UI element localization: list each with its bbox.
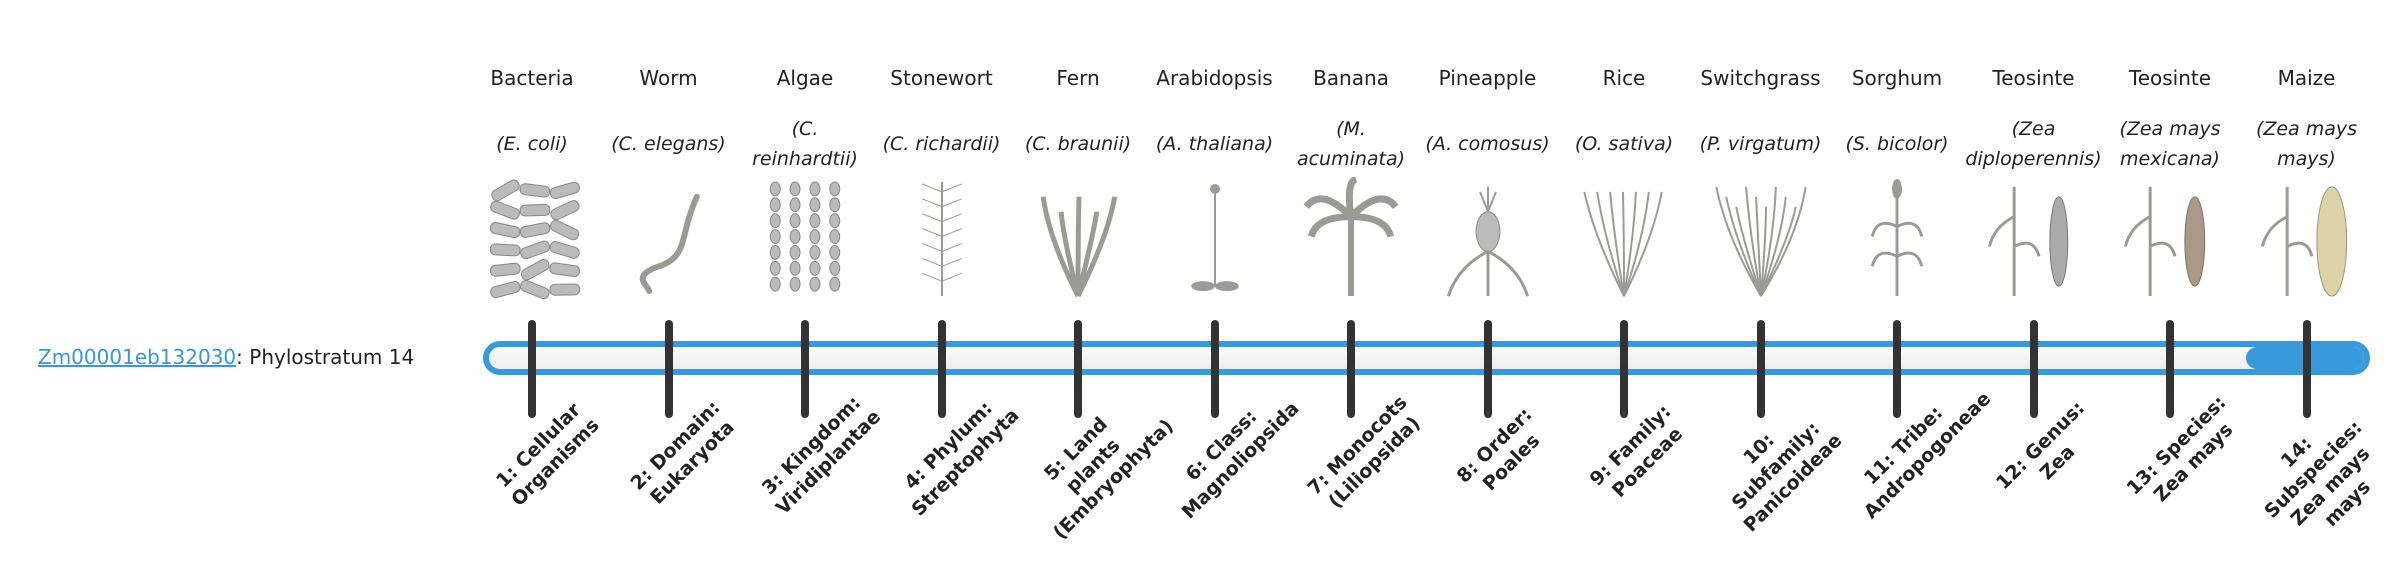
stratum-label: 14: Subspecies: Zea mays mays [2259, 416, 2375, 531]
algae-icon [737, 177, 873, 301]
organism-scientific-name: (E. coli) [496, 133, 568, 155]
teosinte-icon [2102, 177, 2238, 301]
organism-name: Maize [2277, 66, 2336, 90]
organism-scientific-name: (C. richardii) [882, 133, 1001, 155]
banana-icon [1283, 175, 1419, 301]
teosinte-icon [1966, 177, 2102, 301]
stratum-tick [1620, 320, 1628, 418]
organism-scientific-name: (O. sativa) [1574, 133, 1674, 155]
organism-name: Algae [776, 66, 834, 90]
organism-name: Teosinte [1992, 66, 2075, 90]
organism-name: Rice [1602, 66, 1646, 90]
stratum-label: 13: Species: Zea mays [2122, 391, 2238, 507]
stratum-tick [1483, 320, 1492, 418]
pineapple-icon [1420, 177, 1556, 301]
maize-icon [2239, 177, 2375, 301]
stratum-tick [1347, 320, 1355, 418]
stratum-label: 7: Monocots (Liliopsida) [1303, 391, 1425, 513]
organism-name: Banana [1313, 66, 1389, 90]
sorghum-icon [1829, 177, 1965, 301]
switchgrass-icon [1693, 177, 1829, 301]
organism-name: Arabidopsis [1156, 66, 1273, 90]
stratum-label: 11: Tribe: Andropogoneae [1859, 387, 1996, 524]
worm-icon [601, 177, 737, 301]
stratum-label: 3: Kingdom: Viridiplantae [757, 391, 886, 520]
stratum-tick [937, 320, 946, 418]
organism-name: Fern [1056, 66, 1100, 90]
stratum-tick [801, 320, 809, 418]
stratum-label: 10: Subfamily: Panicoideae [1727, 417, 1846, 537]
organism-scientific-name: (S. bicolor) [1845, 133, 1949, 155]
organism-scientific-name: (M. acuminata) [1296, 118, 1406, 170]
stratum-tick [1074, 320, 1082, 418]
stratum-label: 8: Order: Poales [1452, 403, 1544, 496]
stratum-label: 4: Phylum: Streptophyta [899, 397, 1024, 521]
organism-scientific-name: (C. braunii) [1024, 133, 1132, 155]
fern-icon [1010, 177, 1146, 301]
organism-name: Bacteria [490, 66, 574, 90]
stratum-tick [528, 320, 536, 418]
organism-scientific-name: (P. virgatum) [1699, 133, 1822, 155]
stratum-tick [2166, 320, 2174, 418]
gene-link[interactable]: Zm00001eb132030 [38, 345, 237, 369]
stratum-label: 12: Genus: Zea [1991, 397, 2089, 494]
organism-scientific-name: (C. elegans) [611, 133, 726, 155]
organism-scientific-name: (A. thaliana) [1155, 133, 1274, 155]
organism-scientific-name: (A. comosus) [1425, 133, 1550, 155]
gene-label: Zm00001eb132030: Phylostratum 14 [38, 341, 414, 373]
stratum-label: 5: Land plants (Embryophyta) [1040, 413, 1178, 544]
stratum-tick [664, 320, 673, 418]
organism-scientific-name: (Zea diploperennis) [1965, 118, 2102, 170]
organism-name: Sorghum [1851, 66, 1943, 90]
phylostratum-bar [483, 341, 2370, 375]
stratum-tick [2029, 320, 2038, 418]
organism-scientific-name: (Zea mays mexicana) [2119, 118, 2221, 170]
stonewort-icon [874, 177, 1010, 301]
phylostratum-text: : Phylostratum 14 [236, 345, 415, 369]
bacteria-icon [464, 177, 600, 301]
stratum-label: 9: Family: Poaceae [1585, 400, 1687, 502]
arabidopsis-icon [1147, 177, 1283, 301]
organism-name: Worm [639, 66, 698, 90]
organism-name: Stonewort [890, 66, 993, 90]
stratum-tick [1893, 320, 1901, 418]
stratum-tick [1756, 320, 1765, 418]
organism-name: Teosinte [2128, 66, 2212, 90]
organism-name: Switchgrass [1700, 66, 1821, 90]
organism-scientific-name: (C. reinhardtii) [752, 118, 858, 170]
stratum-label: 1: Cellular Organisms [492, 399, 604, 511]
organism-name: Pineapple [1438, 66, 1537, 90]
stratum-tick [1210, 320, 1219, 418]
stratum-label: 6: Class: Magnoliopsida [1177, 397, 1303, 524]
organism-scientific-name: (Zea mays mays) [2255, 118, 2358, 170]
stratum-tick [2302, 320, 2311, 418]
rice-icon [1556, 177, 1692, 301]
stratum-label: 2: Domain: Eukaryota [626, 396, 739, 509]
